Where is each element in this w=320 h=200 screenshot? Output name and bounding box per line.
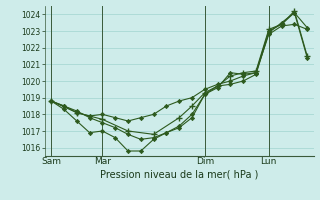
X-axis label: Pression niveau de la mer( hPa ): Pression niveau de la mer( hPa ) <box>100 169 258 179</box>
